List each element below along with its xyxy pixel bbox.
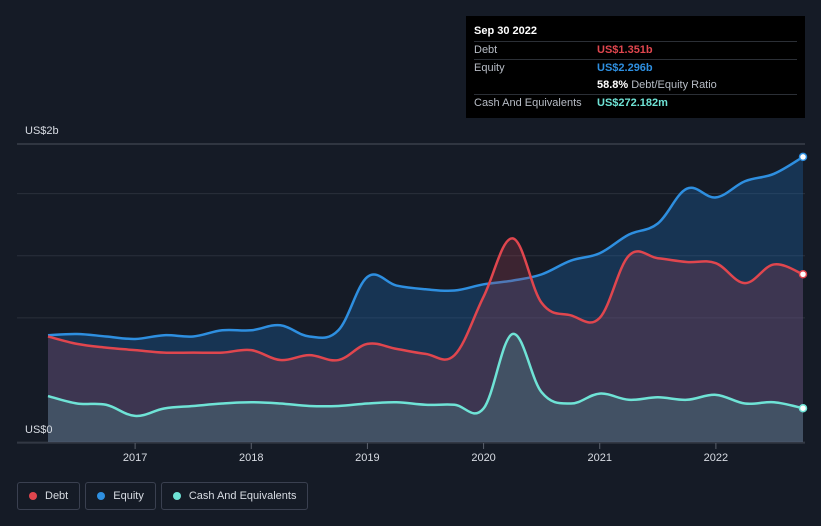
- legend-item-debt[interactable]: Debt: [17, 482, 81, 510]
- debt-end-point: [798, 270, 808, 279]
- x-tick-label: 2017: [123, 452, 147, 464]
- tooltip-debt-label: Debt: [474, 44, 498, 56]
- tooltip-cash-row: Cash And Equivalents US$272.182m: [474, 94, 797, 112]
- tooltip-equity-value: US$2.296b: [597, 62, 653, 74]
- tooltip-equity-label: Equity: [474, 62, 505, 74]
- x-tick-label: 2021: [587, 452, 611, 464]
- legend-item-equity[interactable]: Equity: [85, 482, 156, 510]
- cash-dot-icon: [172, 492, 181, 500]
- tooltip-cash-label: Cash And Equivalents: [474, 97, 582, 109]
- tooltip-cash-value: US$272.182m: [597, 97, 668, 109]
- legend-label-cash: Cash And Equivalents: [188, 490, 297, 502]
- cash-line: [47, 332, 804, 418]
- legend-item-cash[interactable]: Cash And Equivalents: [160, 482, 309, 510]
- legend-label-debt: Debt: [45, 490, 69, 502]
- cash-end-point: [798, 403, 808, 413]
- x-tick-label: 2020: [471, 452, 495, 464]
- debt-line: [47, 237, 804, 362]
- tooltip-ratio-row: 58.8% Debt/Equity Ratio: [474, 77, 797, 94]
- x-tick-label: 2019: [355, 452, 379, 464]
- x-tick-label: 2022: [704, 452, 728, 464]
- y-axis-top-label: US$2b: [25, 125, 59, 137]
- equity-end-point: [798, 152, 808, 162]
- legend: Debt Equity Cash And Equivalents: [17, 482, 309, 510]
- tooltip-ratio-label: Debt/Equity Ratio: [631, 79, 717, 91]
- cash-area: [48, 333, 803, 442]
- x-tick-label: 2018: [239, 452, 263, 464]
- y-axis-bottom-label: US$0: [25, 424, 53, 436]
- tooltip-ratio-value: 58.8%: [597, 79, 629, 91]
- legend-label-equity: Equity: [113, 490, 144, 502]
- tooltip-panel: Sep 30 2022 Debt US$1.351b Equity US$2.2…: [466, 16, 805, 118]
- tooltip-equity-row: Equity US$2.296b: [474, 59, 797, 77]
- equity-dot-icon: [97, 492, 106, 500]
- tooltip-debt-row: Debt US$1.351b: [474, 41, 797, 59]
- debt-dot-icon: [29, 492, 37, 500]
- tooltip-debt-value: US$1.351b: [597, 44, 653, 56]
- equity-area: [48, 156, 803, 442]
- tooltip-date: Sep 30 2022: [474, 25, 537, 37]
- equity-line: [47, 155, 804, 341]
